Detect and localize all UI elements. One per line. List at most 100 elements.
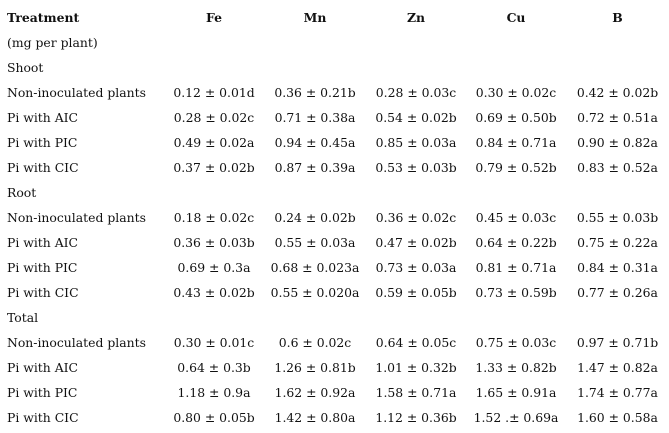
- table-cell: 0.6 ± 0.02c: [278, 335, 352, 350]
- row-label: Non-inoculated plants: [7, 210, 146, 225]
- table-cell: 0.36 ± 0.21b: [274, 85, 356, 100]
- table-cell: 0.54 ± 0.02b: [375, 110, 457, 125]
- table-row: Pi with AIC 0.64 ± 0.3b 1.26 ± 0.81b 1.01 ±…: [0, 355, 669, 380]
- unit-row: (mg per plant): [0, 30, 669, 55]
- table-cell: 0.77 ± 0.26a: [577, 285, 658, 300]
- table-row: Non-inoculated plants 0.30 ± 0.01c 0.6 ± 0…: [0, 330, 669, 355]
- table-cell: 0.24 ± 0.02b: [274, 210, 356, 225]
- table-cell: 0.59 ± 0.05b: [375, 285, 457, 300]
- table-cell: 0.55 ± 0.03a: [274, 235, 356, 250]
- row-label: Non-inoculated plants: [7, 85, 146, 100]
- header-fe: Fe: [205, 10, 222, 25]
- table-cell: 0.68 ± 0.023a: [270, 260, 360, 275]
- header-mn: Mn: [303, 10, 327, 25]
- table-cell: 0.28 ± 0.02c: [173, 110, 255, 125]
- header-b: B: [612, 10, 623, 25]
- header-cu: Cu: [506, 10, 526, 25]
- row-label: Pi with CIC: [7, 160, 79, 175]
- table-cell: 1.12 ± 0.36b: [375, 410, 457, 425]
- header-treatment: Treatment: [7, 10, 80, 25]
- table-row: Pi with AIC 0.36 ± 0.03b 0.55 ± 0.03a 0.47 …: [0, 230, 669, 255]
- table-cell: 0.37 ± 0.02b: [173, 160, 255, 175]
- table-cell: 0.53 ± 0.03b: [375, 160, 457, 175]
- section-title: Total: [7, 310, 39, 325]
- table-cell: 0.47 ± 0.02b: [375, 235, 457, 250]
- table-cell: 1.01 ± 0.32b: [375, 360, 457, 375]
- table-cell: 1.52 .± 0.69a: [473, 410, 559, 425]
- table-cell: 0.87 ± 0.39a: [274, 160, 356, 175]
- table-cell: 0.64 ± 0.05c: [375, 335, 457, 350]
- table-cell: 0.64 ± 0.22b: [475, 235, 557, 250]
- section-row: Total: [0, 305, 669, 330]
- table-cell: 1.60 ± 0.58a: [577, 410, 658, 425]
- row-label: Pi with PIC: [7, 385, 78, 400]
- table-cell: 0.36 ± 0.03b: [173, 235, 255, 250]
- header-row: Treatment Fe Mn Zn Cu B: [0, 5, 669, 30]
- table-row: Non-inoculated plants 0.18 ± 0.02c 0.24 ± …: [0, 205, 669, 230]
- table-cell: 1.42 ± 0.80a: [274, 410, 356, 425]
- table-row: Pi with CIC 0.80 ± 0.05b 1.42 ± 0.80a 1.12 …: [0, 405, 669, 430]
- table-cell: 0.84 ± 0.31a: [577, 260, 658, 275]
- row-label: Pi with PIC: [7, 135, 78, 150]
- section-row: Root: [0, 180, 669, 205]
- row-label: Pi with CIC: [7, 285, 79, 300]
- header-zn: Zn: [406, 10, 426, 25]
- section-title: Shoot: [7, 60, 44, 75]
- row-label: Pi with AIC: [7, 360, 79, 375]
- table-cell: 0.79 ± 0.52b: [475, 160, 557, 175]
- table-cell: 0.55 ± 0.020a: [270, 285, 360, 300]
- row-label: Pi with AIC: [7, 110, 79, 125]
- table-cell: 0.30 ± 0.01c: [173, 335, 255, 350]
- table-cell: 1.47 ± 0.82a: [577, 360, 658, 375]
- table-row: Pi with CIC 0.37 ± 0.02b 0.87 ± 0.39a 0.53 …: [0, 155, 669, 180]
- row-label: Pi with PIC: [7, 260, 78, 275]
- table-cell: 0.28 ± 0.03c: [375, 85, 457, 100]
- table-cell: 0.71 ± 0.38a: [274, 110, 356, 125]
- table-cell: 0.90 ± 0.82a: [577, 135, 658, 150]
- table-cell: 0.42 ± 0.02b: [576, 85, 659, 100]
- table-cell: 0.80 ± 0.05b: [173, 410, 255, 425]
- table-row: Pi with PIC 1.18 ± 0.9a 1.62 ± 0.92a 1.58 ±…: [0, 380, 669, 405]
- table-cell: 0.84 ± 0.71a: [475, 135, 557, 150]
- table-row: Pi with PIC 0.69 ± 0.3a 0.68 ± 0.023a 0.73 …: [0, 255, 669, 280]
- row-label: Pi with CIC: [7, 410, 79, 425]
- table-cell: 0.73 ± 0.03a: [375, 260, 457, 275]
- table-cell: 0.69 ± 0.50b: [475, 110, 557, 125]
- table-cell: 1.62 ± 0.92a: [274, 385, 356, 400]
- table-cell: 0.64 ± 0.3b: [177, 360, 251, 375]
- table-cell: 0.97 ± 0.71b: [576, 335, 659, 350]
- row-label: Non-inoculated plants: [7, 335, 146, 350]
- table-cell: 0.12 ± 0.01d: [173, 85, 255, 100]
- table-row: Pi with AIC 0.28 ± 0.02c 0.71 ± 0.38a 0.54 …: [0, 105, 669, 130]
- table-cell: 1.58 ± 0.71a: [375, 385, 457, 400]
- table-row: Non-inoculated plants 0.12 ± 0.01d 0.36 ± …: [0, 80, 669, 105]
- unit-label: (mg per plant): [7, 35, 98, 50]
- table-cell: 0.85 ± 0.03a: [375, 135, 457, 150]
- section-row: Shoot: [0, 55, 669, 80]
- nutrient-table: Treatment Fe Mn Zn Cu B (mg per plant) S…: [0, 5, 669, 430]
- table-row: Pi with PIC 0.49 ± 0.02a 0.94 ± 0.45a 0.85 …: [0, 130, 669, 155]
- table-cell: 0.83 ± 0.52a: [577, 160, 658, 175]
- table-cell: 0.73 ± 0.59b: [475, 285, 557, 300]
- table-cell: 1.26 ± 0.81b: [274, 360, 356, 375]
- table-cell: 1.18 ± 0.9a: [177, 385, 251, 400]
- section-title: Root: [7, 185, 37, 200]
- table-cell: 0.75 ± 0.22a: [577, 235, 658, 250]
- table-cell: 0.30 ± 0.02c: [475, 85, 557, 100]
- table-body: (mg per plant) Shoot Non-inoculated plant…: [0, 30, 669, 430]
- table-cell: 0.72 ± 0.51a: [577, 110, 658, 125]
- table-cell: 0.45 ± 0.03c: [475, 210, 557, 225]
- table-cell: 0.49 ± 0.02a: [173, 135, 255, 150]
- table-cell: 0.43 ± 0.02b: [173, 285, 255, 300]
- table-cell: 0.18 ± 0.02c: [173, 210, 255, 225]
- table-cell: 1.65 ± 0.91a: [475, 385, 557, 400]
- table-row: Pi with CIC 0.43 ± 0.02b 0.55 ± 0.020a 0.59…: [0, 280, 669, 305]
- table-cell: 1.33 ± 0.82b: [475, 360, 557, 375]
- table-cell: 0.69 ± 0.3a: [177, 260, 251, 275]
- table-cell: 0.94 ± 0.45a: [274, 135, 356, 150]
- table-cell: 0.55 ± 0.03b: [576, 210, 659, 225]
- table-cell: 0.36 ± 0.02c: [375, 210, 457, 225]
- table-cell: 0.81 ± 0.71a: [475, 260, 557, 275]
- row-label: Pi with AIC: [7, 235, 79, 250]
